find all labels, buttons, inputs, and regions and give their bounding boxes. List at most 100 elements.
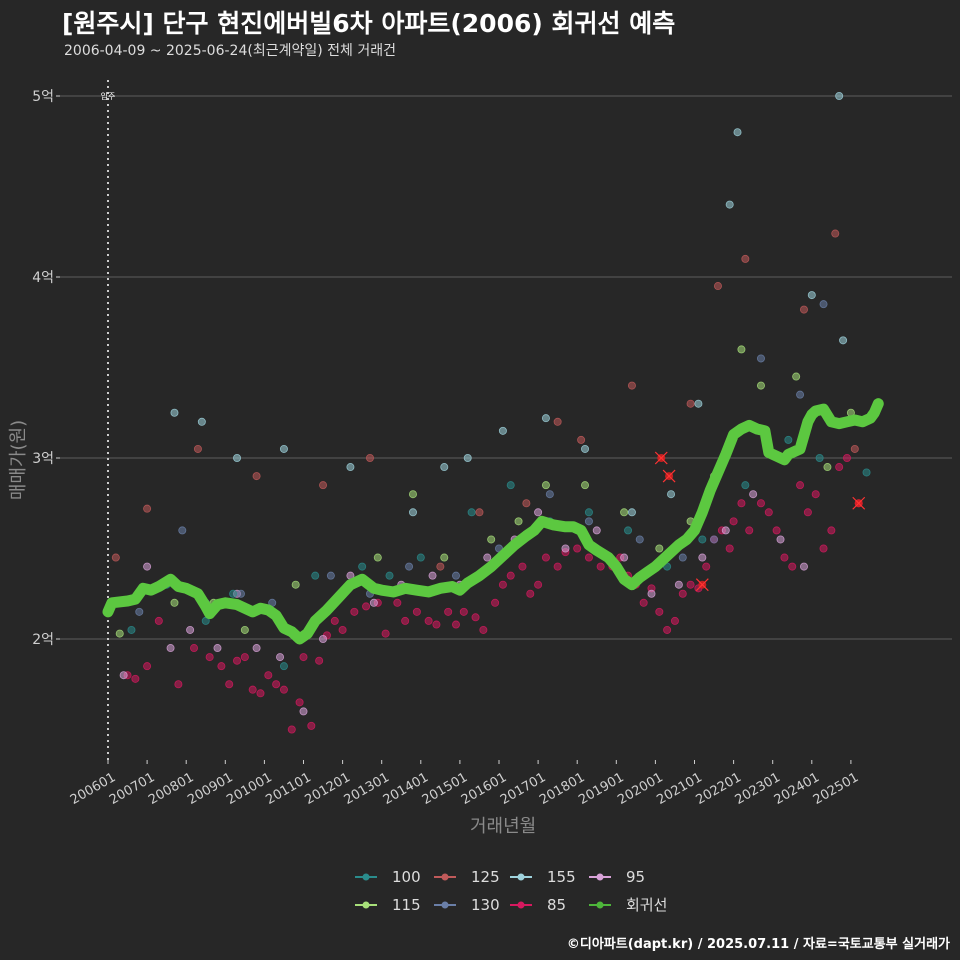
data-point-95 [143, 562, 152, 571]
data-point-125 [193, 444, 202, 453]
data-point-115 [115, 629, 124, 638]
data-point-85 [772, 526, 781, 535]
data-point-155 [279, 444, 288, 453]
data-point-130 [135, 607, 144, 616]
legend-key-dot [362, 901, 370, 909]
data-point-115 [408, 490, 417, 499]
data-point-95 [299, 707, 308, 716]
x-axis-ticks: 2006012007012008012009012010012011012012… [68, 760, 861, 808]
data-point-155 [346, 463, 355, 472]
data-point-115 [541, 481, 550, 490]
data-point-85 [584, 553, 593, 562]
legend-key-dot [441, 873, 449, 881]
data-point-115 [655, 544, 664, 553]
data-point-95 [428, 571, 437, 580]
data-point-100 [416, 553, 425, 562]
legend-key-dot [517, 873, 525, 881]
data-point-85 [401, 616, 410, 625]
data-point-155 [498, 426, 507, 435]
data-point-85 [154, 616, 163, 625]
y-axis-label: 매매가(원) [8, 420, 29, 500]
data-point-85 [272, 680, 281, 689]
data-point-100 [279, 662, 288, 671]
move-in-label: 입주 [101, 92, 116, 101]
data-point-130 [405, 562, 414, 571]
data-point-85 [174, 680, 183, 689]
data-point-130 [678, 553, 687, 562]
data-point-85 [287, 725, 296, 734]
legend-key-dot [362, 873, 370, 881]
data-point-155 [725, 200, 734, 209]
legend: 100 125 155 95 115 130 85 회귀선 [355, 868, 667, 914]
legend-label: 155 [547, 868, 576, 886]
data-point-155 [197, 417, 206, 426]
data-point-85 [803, 508, 812, 517]
legend-label: 125 [471, 868, 500, 886]
data-point-125 [627, 381, 636, 390]
data-point-100 [506, 481, 515, 490]
data-point-85 [498, 580, 507, 589]
data-point-85 [256, 689, 265, 698]
data-point-95 [620, 553, 629, 562]
data-point-115 [373, 553, 382, 562]
legend-label: 130 [471, 896, 500, 914]
data-point-85 [350, 607, 359, 616]
y-tick-label: 5억 [32, 89, 54, 105]
data-point-85 [491, 598, 500, 607]
legend-key-dot [517, 901, 525, 909]
data-point-85 [307, 721, 316, 730]
data-point-155 [627, 508, 636, 517]
data-point-130 [545, 490, 554, 499]
data-point-125 [111, 553, 120, 562]
legend-label: 115 [392, 896, 421, 914]
data-point-85 [526, 589, 535, 598]
x-axis-label: 거래년월 [470, 816, 536, 837]
data-point-130 [236, 589, 245, 598]
data-point-85 [412, 607, 421, 616]
data-point-85 [596, 562, 605, 571]
data-point-95 [721, 526, 730, 535]
data-point-125 [850, 444, 859, 453]
data-point-155 [733, 128, 742, 137]
data-point-85 [248, 685, 257, 694]
data-point-130 [326, 571, 335, 580]
data-point-155 [541, 414, 550, 423]
data-point-115 [440, 553, 449, 562]
data-point-85 [827, 526, 836, 535]
data-point-115 [581, 481, 590, 490]
data-point-85 [702, 562, 711, 571]
data-point-85 [143, 662, 152, 671]
data-point-130 [796, 390, 805, 399]
data-point-85 [819, 544, 828, 553]
data-point-95 [166, 644, 175, 653]
legend-key-dot [441, 901, 449, 909]
y-axis-ticks: 2억 3억 4억 5억 [32, 89, 60, 648]
data-point-115 [823, 463, 832, 472]
data-point-95 [592, 526, 601, 535]
data-point-85 [835, 463, 844, 472]
data-point-100 [385, 571, 394, 580]
chart-subtitle: 2006-04-09 ~ 2025-06-24(최근계약일) 전체 거래건 [64, 43, 396, 59]
data-point-100 [784, 435, 793, 444]
data-point-125 [319, 481, 328, 490]
data-point-115 [487, 535, 496, 544]
data-point-95 [534, 508, 543, 517]
data-point-85 [670, 616, 679, 625]
legend-label: 100 [392, 868, 421, 886]
x-tick-label: 202501 [811, 770, 861, 808]
data-point-155 [440, 463, 449, 472]
data-point-115 [792, 372, 801, 381]
data-point-125 [577, 435, 586, 444]
data-point-85 [745, 526, 754, 535]
data-point-85 [780, 553, 789, 562]
data-point-85 [217, 662, 226, 671]
data-point-125 [252, 472, 261, 481]
data-point-85 [471, 613, 480, 622]
data-point-130 [635, 535, 644, 544]
data-point-85 [553, 562, 562, 571]
data-point-85 [299, 653, 308, 662]
data-point-155 [170, 408, 179, 417]
data-point-85 [678, 589, 687, 598]
data-point-95 [799, 562, 808, 571]
data-point-85 [639, 598, 648, 607]
